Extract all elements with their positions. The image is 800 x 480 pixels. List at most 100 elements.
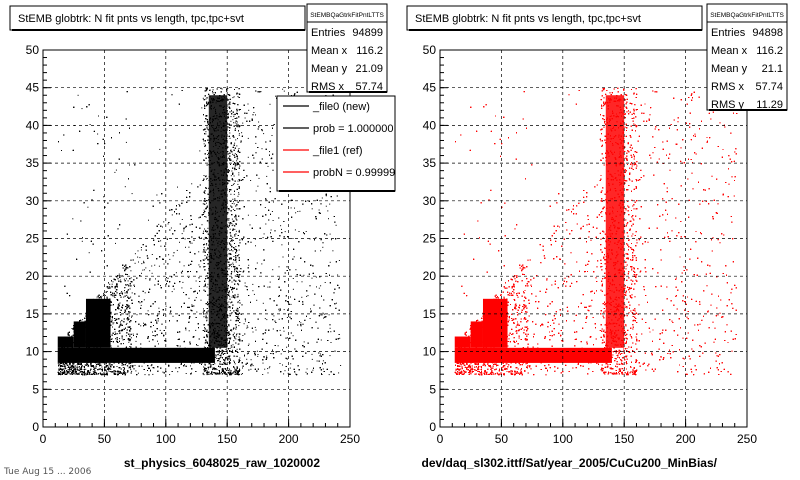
scatter-point — [206, 243, 208, 244]
scatter-point — [129, 340, 131, 342]
scatter-point — [110, 347, 112, 349]
scatter-point — [217, 354, 219, 356]
scatter-point — [243, 323, 245, 325]
scatter-point — [320, 353, 321, 355]
scatter-point — [235, 355, 237, 357]
scatter-point — [111, 283, 113, 285]
scatter-point — [239, 357, 241, 359]
scatter-point — [125, 278, 127, 280]
scatter-point — [212, 90, 213, 92]
scatter-point — [140, 247, 142, 248]
scatter-point — [232, 349, 233, 351]
scatter-point — [322, 368, 324, 370]
scatter-point — [80, 371, 82, 373]
scatter-point — [234, 142, 236, 144]
scatter-point — [262, 374, 264, 375]
scatter-point — [318, 209, 320, 211]
scatter-point — [206, 320, 208, 322]
scatter-point — [255, 142, 257, 144]
scatter-point — [242, 335, 244, 336]
scatter-point — [104, 366, 106, 368]
scatter-point — [204, 255, 206, 257]
scatter-point — [207, 129, 209, 131]
scatter-point — [232, 236, 234, 238]
scatter-point — [141, 263, 143, 265]
scatter-point — [264, 207, 266, 208]
scatter-point — [252, 290, 254, 292]
scatter-point — [299, 210, 301, 212]
scatter-point — [338, 372, 340, 374]
scatter-point — [152, 373, 154, 375]
scatter-point — [208, 214, 210, 216]
scatter-point — [104, 373, 106, 375]
scatter-point — [253, 112, 255, 113]
scatter-point — [67, 370, 69, 372]
scatter-point — [230, 234, 232, 236]
scatter-point — [205, 176, 207, 178]
scatter-point — [131, 193, 133, 195]
scatter-point — [238, 325, 240, 327]
scatter-point — [202, 97, 204, 99]
scatter-point — [256, 299, 258, 301]
scatter-point — [206, 370, 208, 372]
scatter-point — [108, 366, 110, 368]
scatter-point — [198, 251, 200, 253]
scatter-point — [156, 321, 158, 323]
scatter-point — [232, 344, 234, 346]
scatter-point — [272, 269, 274, 271]
scatter-point — [232, 160, 234, 162]
scatter-point — [207, 248, 209, 250]
scatter-point — [281, 228, 282, 230]
scatter-point — [248, 343, 250, 345]
scatter-point — [128, 315, 130, 317]
scatter-point — [203, 247, 205, 249]
scatter-point — [65, 367, 67, 369]
scatter-point — [145, 267, 147, 269]
scatter-point — [158, 307, 160, 309]
scatter-point — [101, 366, 103, 368]
scatter-point — [228, 372, 230, 374]
scatter-point — [281, 244, 283, 246]
scatter-point — [205, 249, 207, 251]
scatter-point — [225, 358, 227, 360]
scatter-point — [202, 251, 204, 253]
scatter-point — [294, 229, 296, 231]
scatter-point — [290, 207, 292, 209]
scatter-point — [233, 114, 235, 116]
scatter-point — [178, 204, 180, 205]
scatter-point — [273, 315, 275, 317]
scatter-point — [229, 132, 231, 134]
scatter-point — [134, 253, 136, 255]
scatter-point — [151, 272, 153, 274]
scatter-point — [339, 337, 341, 339]
scatter-point — [237, 180, 239, 182]
scatter-point — [238, 249, 240, 251]
scatter-point — [181, 219, 183, 220]
scatter-point — [227, 316, 229, 318]
scatter-point — [188, 246, 190, 248]
scatter-point — [116, 283, 118, 285]
scatter-point — [318, 287, 320, 289]
scatter-point — [229, 369, 231, 371]
scatter-point — [58, 365, 60, 367]
scatter-point — [212, 89, 214, 91]
scatter-point — [309, 318, 311, 319]
scatter-point — [234, 153, 236, 155]
scatter-point — [81, 364, 83, 366]
scatter-point — [70, 373, 72, 375]
scatter-point — [227, 317, 229, 319]
scatter-point — [329, 233, 331, 235]
scatter-point — [119, 302, 121, 304]
scatter-point — [269, 366, 271, 368]
scatter-point — [198, 285, 200, 287]
scatter-point — [236, 317, 238, 319]
scatter-point — [250, 368, 252, 370]
scatter-point — [190, 287, 192, 289]
scatter-point — [195, 297, 197, 299]
scatter-point — [238, 270, 240, 272]
scatter-point — [256, 350, 258, 352]
scatter-point — [124, 287, 126, 289]
scatter-point — [277, 345, 279, 347]
scatter-point — [283, 373, 285, 375]
scatter-point — [121, 275, 123, 277]
